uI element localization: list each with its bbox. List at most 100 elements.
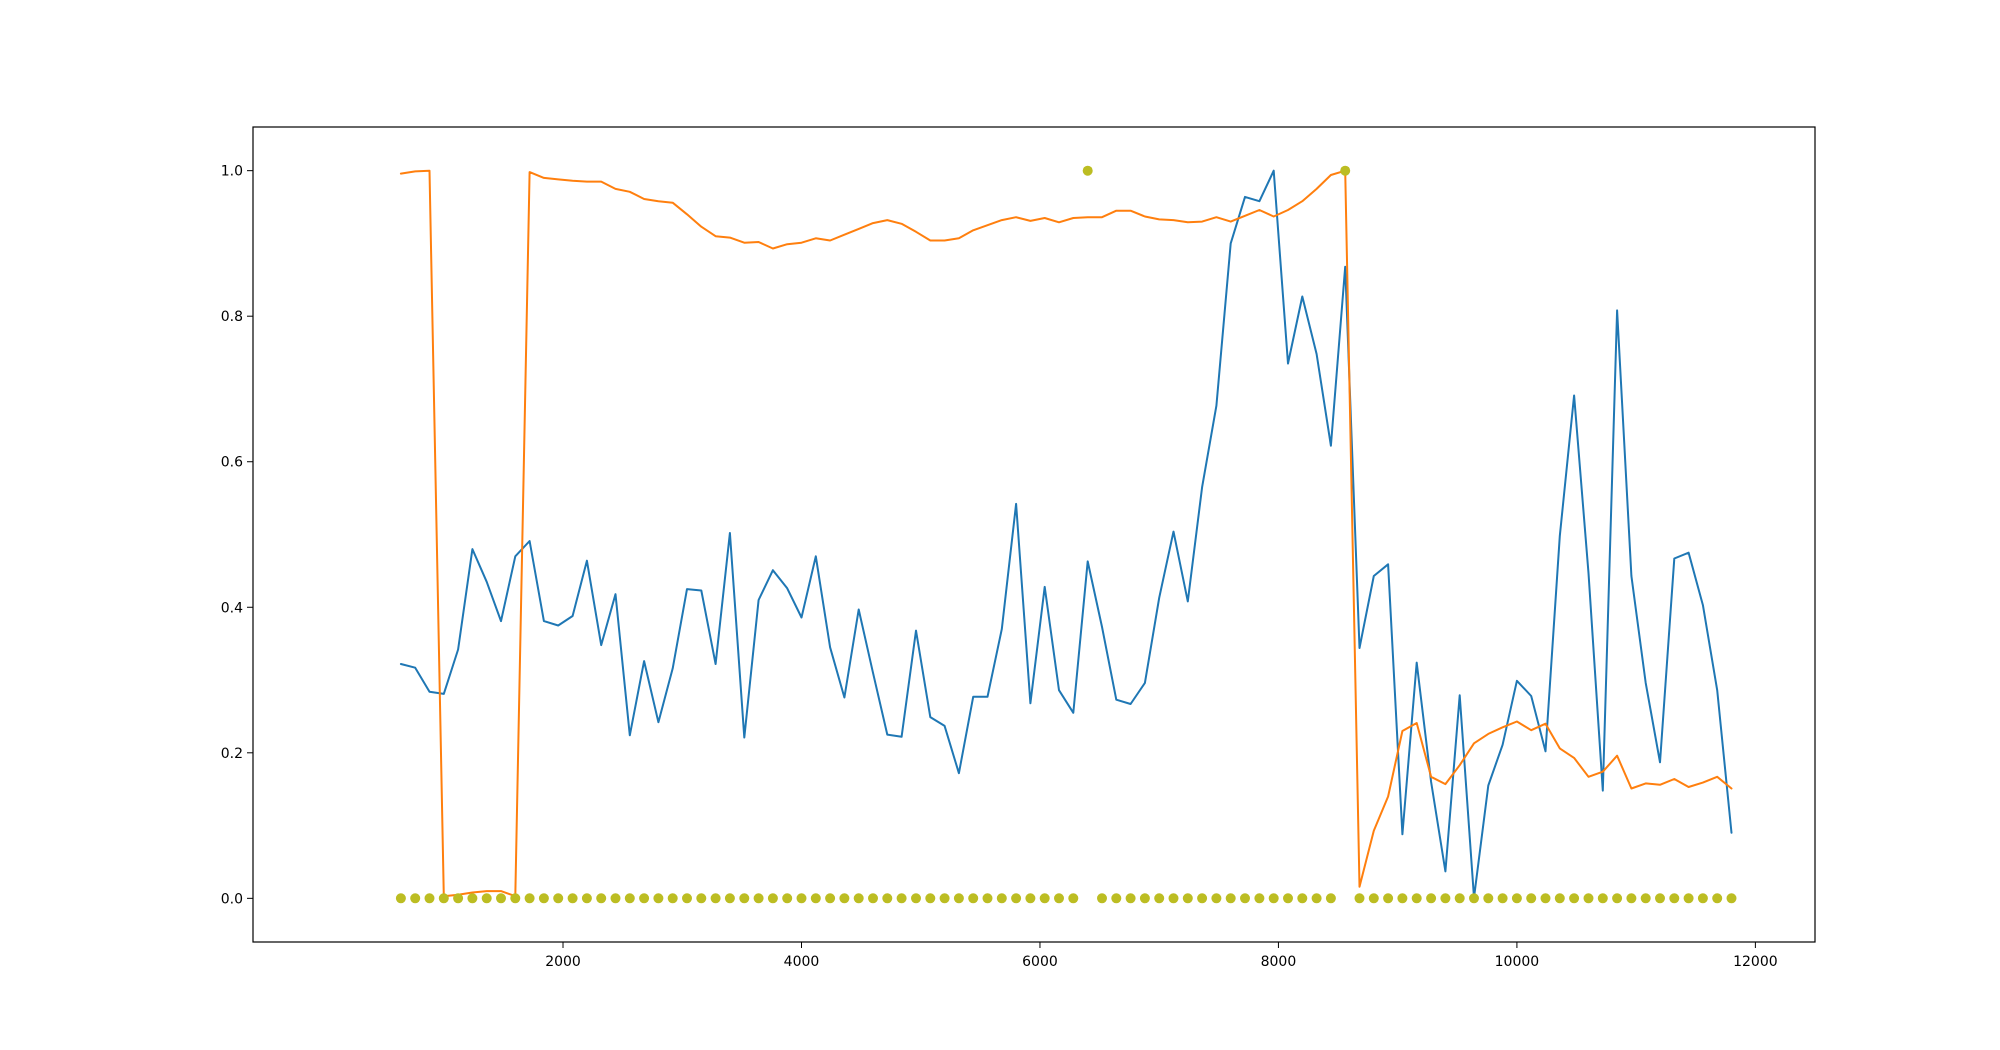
series-3-point <box>825 893 836 904</box>
series-3-point <box>1497 893 1508 904</box>
series-3-point <box>1583 893 1594 904</box>
x-tick-label: 10000 <box>1495 954 1540 970</box>
x-tick-label: 8000 <box>1261 954 1297 970</box>
series-3-point <box>1340 165 1351 176</box>
series-3-point <box>853 893 864 904</box>
series-3-point <box>1726 893 1737 904</box>
series-3-point <box>1411 893 1422 904</box>
series-3-point <box>1139 893 1150 904</box>
series-3-point <box>782 893 793 904</box>
series-3-point <box>667 893 678 904</box>
y-axis: 0.0 0.2 0.4 0.6 0.8 1.0 <box>221 164 253 907</box>
series-3-point <box>596 893 607 904</box>
series-3-point <box>538 893 549 904</box>
series-3-point <box>1697 893 1708 904</box>
series-3-point <box>1197 893 1208 904</box>
series-3-point <box>1311 893 1322 904</box>
series-3-point <box>581 893 592 904</box>
series-3-point <box>1111 893 1122 904</box>
series-3-point <box>710 893 721 904</box>
series-2-line <box>399 169 1733 898</box>
series-3-point <box>1154 893 1165 904</box>
series-3-point <box>1054 893 1064 904</box>
series-3-point <box>1368 893 1379 904</box>
series-3-point <box>753 893 764 904</box>
series-3-point <box>839 893 850 904</box>
series-3-point <box>767 893 778 904</box>
series-3-point <box>1182 893 1193 904</box>
series-3-point <box>424 893 435 904</box>
series-3-point <box>395 893 406 904</box>
series-3-point <box>653 893 664 904</box>
series-3-point <box>939 893 950 904</box>
series-3-point <box>1597 893 1608 904</box>
series-3-point <box>982 893 993 904</box>
series-3-point <box>1626 893 1637 904</box>
series-3-point <box>1655 893 1665 904</box>
series-3-point <box>925 893 936 904</box>
series-3-point <box>1483 893 1494 904</box>
axes-frame <box>252 126 1816 943</box>
series-3-point <box>524 893 535 904</box>
series-3-point <box>567 893 578 904</box>
series-1-line <box>399 169 1733 899</box>
series-3-point <box>410 893 421 904</box>
series-3-point <box>1712 893 1723 904</box>
series-3-point <box>1640 893 1651 904</box>
series-3-point <box>1440 893 1451 904</box>
series-3-point <box>796 893 807 904</box>
y-tick-label: 0.2 <box>221 746 243 762</box>
series-3-point <box>610 893 621 904</box>
series-3-point <box>724 893 735 904</box>
x-tick-label: 12000 <box>1733 954 1778 970</box>
series-3-point <box>1125 893 1136 904</box>
series-3-point <box>1283 893 1293 904</box>
series-3-point <box>1469 893 1479 904</box>
series-3-point <box>1526 893 1537 904</box>
series-3-point <box>1612 893 1623 904</box>
series-3-point <box>1025 893 1036 904</box>
series-3-point <box>968 893 979 904</box>
series-3-point <box>1511 893 1522 904</box>
series-3-point <box>1683 893 1694 904</box>
series-3-point <box>1254 893 1265 904</box>
series-3-point <box>953 893 964 904</box>
series-3-point <box>1569 893 1580 904</box>
series-3-point <box>624 893 635 904</box>
y-tick-label: 0.8 <box>221 309 243 325</box>
y-tick-label: 0.6 <box>221 455 243 471</box>
x-tick-label: 4000 <box>784 954 820 970</box>
y-tick-label: 0.4 <box>221 600 243 616</box>
series-3-point <box>1168 893 1179 904</box>
series-3-point <box>1325 893 1336 904</box>
series-3-point <box>682 893 692 904</box>
series-3-point <box>1454 893 1465 904</box>
series-3-point <box>453 893 464 904</box>
series-3-point <box>882 893 893 904</box>
series-3-point <box>1297 893 1308 904</box>
series-3-point <box>996 893 1007 904</box>
series-3-point <box>1354 893 1365 904</box>
series-3-point <box>1669 893 1680 904</box>
series-3-point <box>739 893 750 904</box>
series-3-point <box>1011 893 1022 904</box>
series-3-point <box>1039 893 1050 904</box>
series-3-point <box>1397 893 1408 904</box>
series-3-point <box>810 893 821 904</box>
series-3-point <box>1097 893 1107 904</box>
series-3-point <box>896 893 907 904</box>
series-3-point <box>868 893 878 904</box>
series-3-point <box>1068 893 1079 904</box>
series-3-point <box>1426 893 1437 904</box>
series-3-point <box>496 893 506 904</box>
x-tick-label: 6000 <box>1022 954 1058 970</box>
series-3-point <box>510 893 521 904</box>
series-layer <box>395 165 1737 904</box>
series-3-point <box>481 893 492 904</box>
series-3-point <box>1082 165 1093 176</box>
series-3-point <box>553 893 564 904</box>
series-3-point <box>1268 893 1279 904</box>
series-3-point <box>1554 893 1565 904</box>
series-3-point <box>696 893 707 904</box>
